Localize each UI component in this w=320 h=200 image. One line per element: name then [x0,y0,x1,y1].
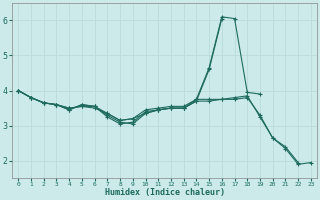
X-axis label: Humidex (Indice chaleur): Humidex (Indice chaleur) [105,188,225,197]
